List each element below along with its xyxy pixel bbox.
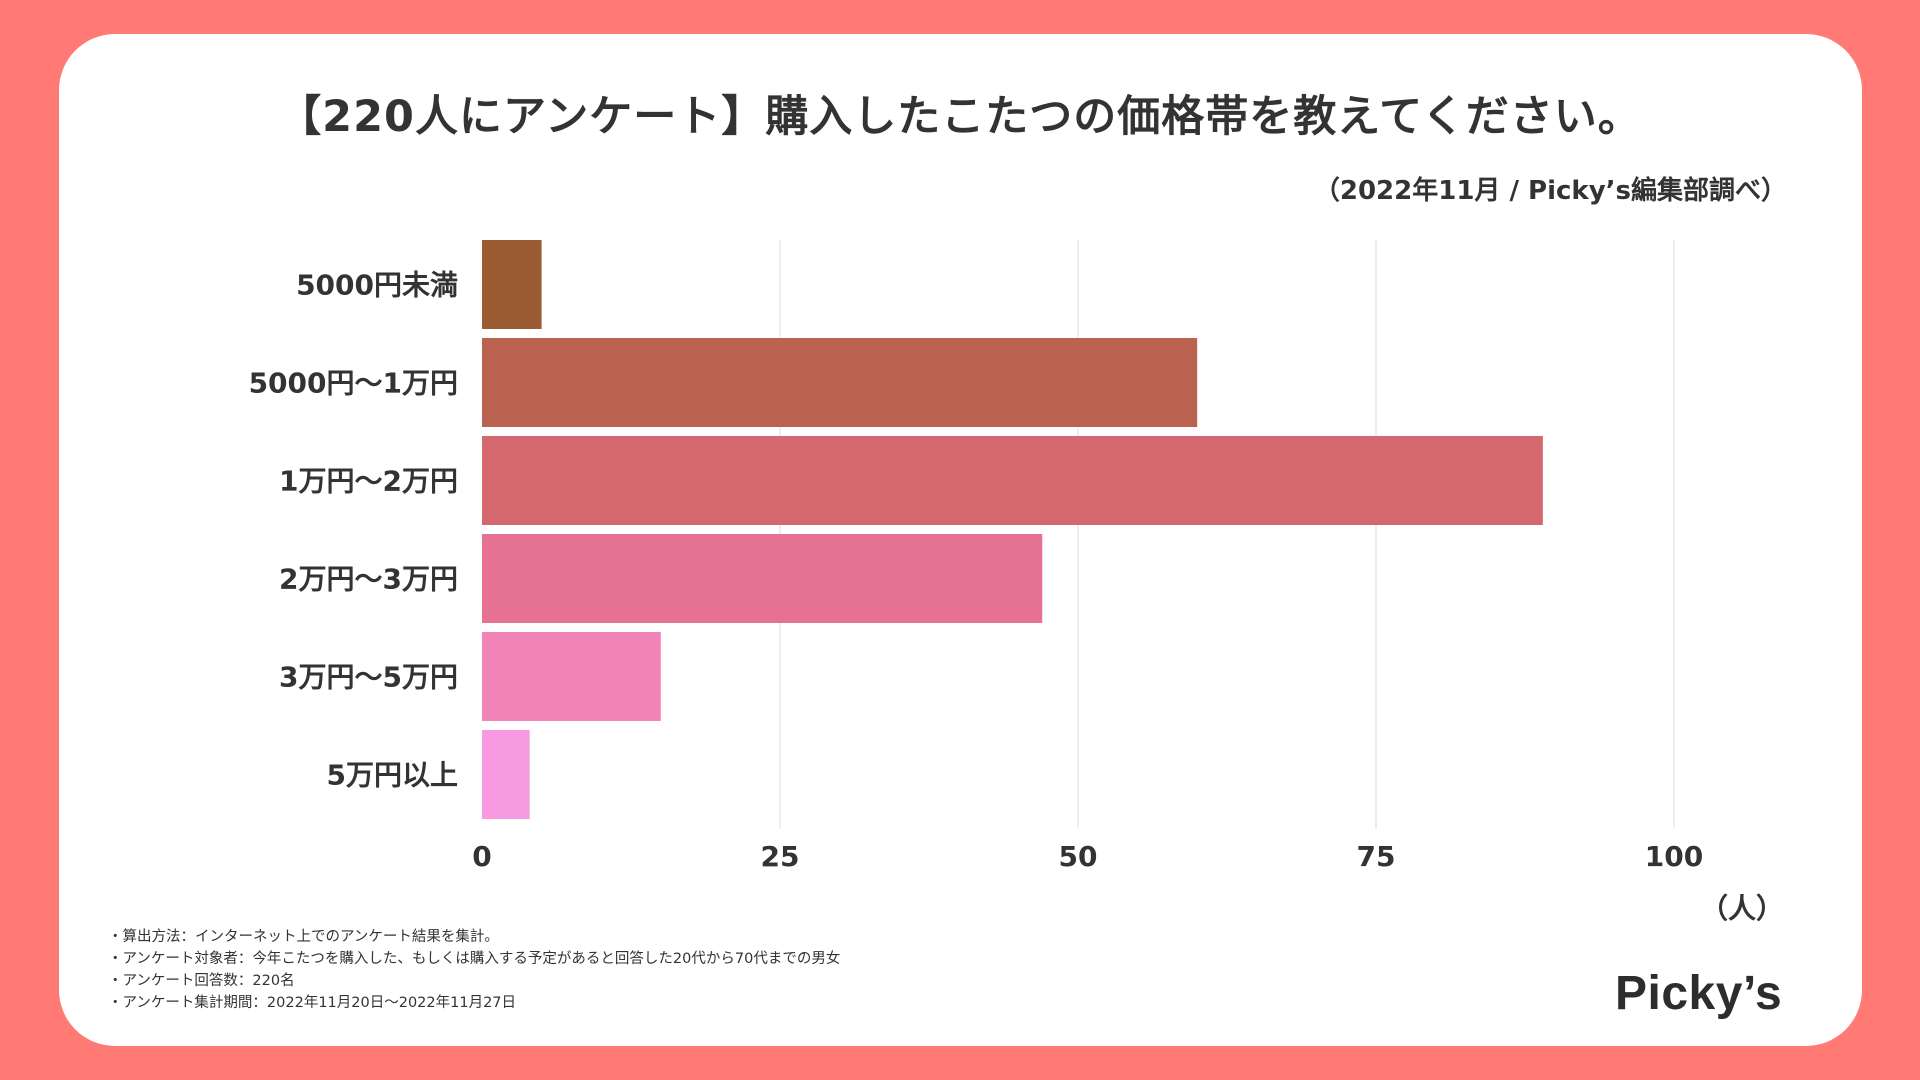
note-responses: ・アンケート回答数：220名 (108, 973, 295, 989)
note-period: ・アンケート集計期間：2022年11月20日～2022年11月27日 (108, 995, 517, 1011)
chart-title: 【220人にアンケート】購入したこたつの価格帯を教えてください。 (278, 92, 1642, 142)
pickys-logo: Picky’s (1615, 967, 1783, 1020)
category-label: 2万円～3万円 (279, 563, 458, 596)
category-label: 5000円～1万円 (249, 367, 458, 400)
bar-0 (482, 240, 542, 329)
bar-3 (482, 534, 1043, 623)
category-label: 1万円～2万円 (279, 465, 458, 498)
x-tick-label: 50 (1059, 840, 1098, 873)
bar-5 (482, 730, 530, 819)
bar-1 (482, 338, 1198, 427)
bar-2 (482, 436, 1543, 525)
category-label: 5000円未満 (296, 269, 458, 302)
note-target: ・アンケート対象者：今年こたつを購入した、もしくは購入する予定があると回答した2… (108, 951, 841, 967)
category-label: 3万円～5万円 (279, 661, 458, 694)
source-note: （2022年11月 / Picky’s編集部調べ） (1313, 176, 1787, 206)
note-method: ・算出方法：インターネット上でのアンケート結果を集計。 (108, 929, 499, 945)
x-tick-label: 100 (1645, 840, 1703, 873)
category-label: 5万円以上 (327, 759, 458, 792)
x-tick-label: 25 (761, 840, 800, 873)
x-tick-label: 0 (472, 840, 491, 873)
axis-unit-label: （人） (1700, 892, 1785, 925)
bar-4 (482, 632, 661, 721)
survey-notes: ・算出方法：インターネット上でのアンケート結果を集計。 ・アンケート対象者：今年… (108, 926, 840, 1014)
x-tick-label: 75 (1357, 840, 1396, 873)
